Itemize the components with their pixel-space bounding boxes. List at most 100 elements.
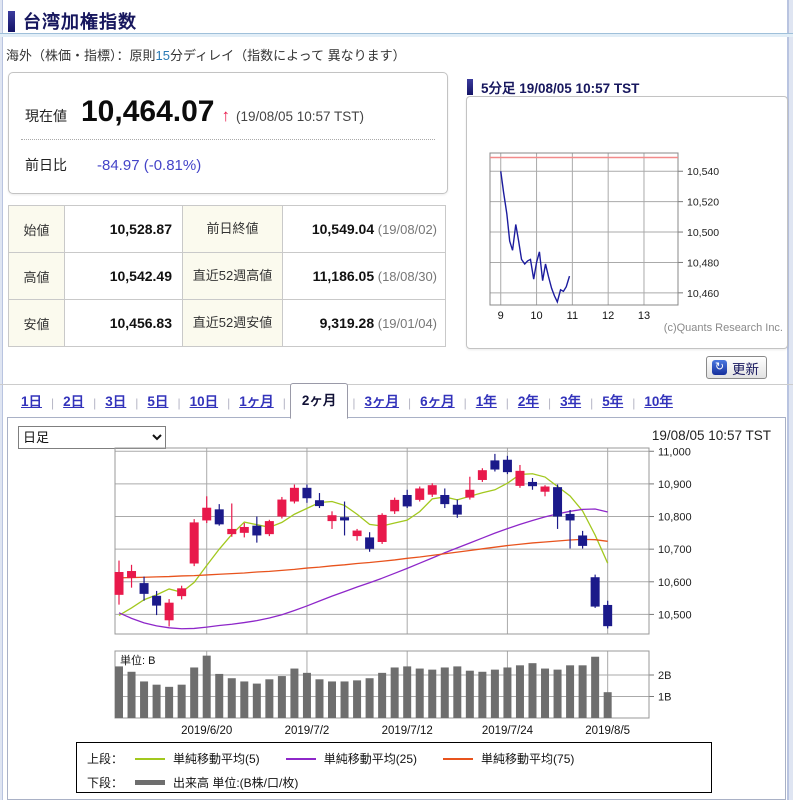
svg-text:(c)Quants Research Inc.: (c)Quants Research Inc. xyxy=(664,322,783,334)
tab-3ヶ月[interactable]: 3ヶ月 xyxy=(364,394,400,409)
tab-3年[interactable]: 3年 xyxy=(560,394,582,409)
tab-separator: | xyxy=(93,396,97,410)
ma-swatch xyxy=(135,757,166,760)
tab-separator: | xyxy=(177,396,181,410)
legend-lower-label: 下段： xyxy=(87,776,124,790)
legend-row-upper: 上段： 単純移動平均(5) 単純移動平均(25) 単純移動平均(75) xyxy=(87,750,588,767)
tab-separator: | xyxy=(590,396,594,410)
svg-text:2019/7/24: 2019/7/24 xyxy=(482,725,534,737)
refresh-button[interactable]: ↻ 更新 xyxy=(706,356,767,379)
tab-10年[interactable]: 10年 xyxy=(644,394,673,409)
svg-text:10: 10 xyxy=(530,310,542,322)
volume-swatch xyxy=(135,780,166,785)
index-name: 台湾加権指数 xyxy=(23,12,137,32)
svg-text:10,900: 10,900 xyxy=(658,479,692,491)
tab-separator: | xyxy=(227,396,231,410)
open-value: 10,528.87 xyxy=(64,205,183,253)
svg-text:10,700: 10,700 xyxy=(658,544,692,556)
legend-row-lower: 下段： 出来高 単位:(B株/口/枚) xyxy=(87,774,298,791)
change-value: -84.97 (-0.81%) xyxy=(97,157,202,174)
tab-5年[interactable]: 5年 xyxy=(602,394,624,409)
legend-upper-label: 上段： xyxy=(87,752,124,766)
tab-separator: | xyxy=(282,396,286,410)
tab-separator: | xyxy=(135,396,139,410)
tab-separator: | xyxy=(408,396,412,410)
svg-text:10,480: 10,480 xyxy=(687,257,719,269)
tab-2日[interactable]: 2日 xyxy=(63,394,85,409)
tab-separator: | xyxy=(505,396,509,410)
current-price-value: 10,464.07 xyxy=(81,95,215,128)
delay-minutes: 15 xyxy=(155,48,170,63)
ma-legend-label: 単純移動平均(75) xyxy=(481,752,575,766)
table-row: 高値 10,542.49 直近52週高値 11,186.05 (18/08/30… xyxy=(8,252,446,300)
current-price-label: 現在値 xyxy=(25,108,67,124)
volume-legend-label: 出来高 単位:(B株/口/枚) xyxy=(173,776,299,790)
prev-close-date: (19/08/02) xyxy=(374,222,437,237)
quote-divider xyxy=(21,139,435,140)
delay-notice-text: 海外（株価・指標）：原則 xyxy=(6,48,156,63)
tab-5日[interactable]: 5日 xyxy=(147,394,169,409)
current-quote-box: 現在値 10,464.07 ↑ (19/08/05 10:57 TST) 前日比… xyxy=(8,72,448,194)
ma-legend-label: 単純移動平均(25) xyxy=(323,752,418,766)
intraday-chart: 9 10 11 12 13 10,460 10,480 10,500 10,520 10,540 (… xyxy=(489,152,783,334)
svg-text:単位: B: 単位: B xyxy=(120,653,155,667)
intraday-panel-header: 5分足 19/08/05 10:57 TST xyxy=(467,77,639,97)
tab-separator: | xyxy=(463,396,467,410)
tab-2年[interactable]: 2年 xyxy=(517,394,539,409)
52wk-low-label: 直近52週安値 xyxy=(182,299,283,347)
high-label: 高値 xyxy=(8,252,65,300)
52wk-low-value: 9,319.28 (19/01/04) xyxy=(282,299,446,347)
title-divider xyxy=(0,33,793,37)
tab-3日[interactable]: 3日 xyxy=(105,394,127,409)
svg-text:10,800: 10,800 xyxy=(658,512,692,524)
svg-text:10,500: 10,500 xyxy=(658,609,692,621)
tab-1日[interactable]: 1日 xyxy=(21,394,43,409)
legend-item-単純移動平均(5): 単純移動平均(5) xyxy=(123,750,260,767)
refresh-icon: ↻ xyxy=(712,360,727,375)
svg-text:2019/7/12: 2019/7/12 xyxy=(382,725,433,737)
ma-swatch xyxy=(285,757,316,760)
tab-2ヶ月[interactable]: 2ヶ月 xyxy=(289,383,349,419)
52wk-low-number: 9,319.28 xyxy=(319,315,375,331)
prev-close-value: 10,549.04 (19/08/02) xyxy=(282,205,446,253)
delay-notice-text2: 分ディレイ（指数によって 異なります） xyxy=(169,48,406,63)
svg-text:2019/6/20: 2019/6/20 xyxy=(181,725,232,737)
svg-text:10,540: 10,540 xyxy=(687,166,719,178)
daily-candlestick-chart: 10,500 10,600 10,700 10,800 10,900 11,000 2019… xyxy=(114,446,692,737)
low-label: 安値 xyxy=(8,299,65,347)
refresh-label: 更新 xyxy=(732,361,759,377)
svg-text:12: 12 xyxy=(602,310,614,322)
svg-text:11: 11 xyxy=(567,310,578,322)
svg-text:11,000: 11,000 xyxy=(658,446,691,458)
quote-timestamp: (19/08/05 10:57 TST) xyxy=(235,109,365,124)
chart-legend-box: 上段： 単純移動平均(5) 単純移動平均(25) 単純移動平均(75) 下段： 出来… xyxy=(76,742,712,793)
table-row: 安値 10,456.83 直近52週安値 9,319.28 (19/01/04) xyxy=(8,299,446,347)
interval-select[interactable]: 日足 xyxy=(18,426,166,449)
intraday-title: 5分足 19/08/05 10:57 TST xyxy=(481,81,640,96)
open-label: 始値 xyxy=(8,205,65,253)
ohlc-stats-table: 始値 10,528.87 前日終値 10,549.04 (19/08/02) 高… xyxy=(8,205,446,347)
52wk-high-value: 11,186.05 (18/08/30) xyxy=(282,252,446,300)
svg-text:2019/7/2: 2019/7/2 xyxy=(285,725,330,737)
52wk-high-number: 11,186.05 xyxy=(312,268,375,284)
tab-separator: | xyxy=(632,396,636,410)
svg-text:2B: 2B xyxy=(658,670,671,682)
ma-swatch xyxy=(443,757,474,760)
tab-10日[interactable]: 10日 xyxy=(189,394,219,409)
prev-close-label: 前日終値 xyxy=(182,205,283,253)
svg-text:10,460: 10,460 xyxy=(687,288,719,300)
tab-1年[interactable]: 1年 xyxy=(475,394,497,409)
chart-timestamp: 19/08/05 10:57 TST xyxy=(651,428,771,443)
svg-text:2019/8/5: 2019/8/5 xyxy=(585,725,630,737)
tab-6ヶ月[interactable]: 6ヶ月 xyxy=(420,394,455,409)
title-block-icon xyxy=(8,10,15,32)
period-tabs: 1日 | 2日 | 3日 | 5日 | 10日 | 1ヶ月 | 2ヶ月 | 3ヶ月 | 6ヶ月 | 1年 | 2年 | 3年… xyxy=(0,383,793,419)
prev-close-number: 10,549.04 xyxy=(311,221,375,237)
page-title: 台湾加権指数 xyxy=(8,8,137,34)
main-chart-box: 日足 19/08/05 10:57 TST 10,500 10,600 10,700… xyxy=(7,417,786,800)
tab-separator: | xyxy=(547,396,552,410)
tab-separator: | xyxy=(352,396,356,410)
tab-1ヶ月[interactable]: 1ヶ月 xyxy=(239,394,274,409)
52wk-low-date: (19/01/04) xyxy=(374,316,437,331)
